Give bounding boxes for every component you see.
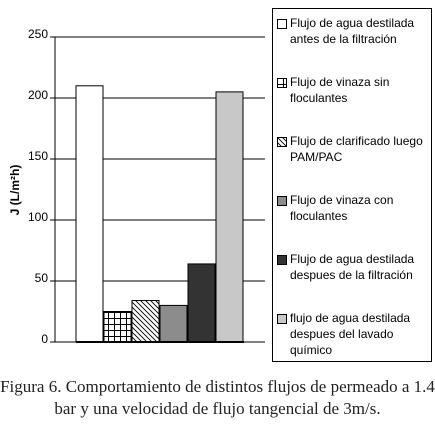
legend-item: Flujo de agua destilada despues de la fi… <box>277 251 431 283</box>
legend-item: Flujo de vinaza sin floculantes <box>277 74 431 106</box>
y-tick-label: 0 <box>41 332 48 346</box>
bar <box>103 311 132 343</box>
y-axis-label: J (L/m²h) <box>8 165 22 216</box>
legend-item: flujo de agua destilada despues del lava… <box>277 310 431 358</box>
legend-label: flujo de agua destilada despues del lava… <box>290 311 411 357</box>
legend-label: Flujo de clarificado luego PAM/PAC <box>290 134 423 164</box>
y-tick-label: 100 <box>28 210 48 224</box>
legend: Flujo de agua destilada antes de la filt… <box>272 8 432 362</box>
legend-swatch-box <box>277 137 287 147</box>
legend-swatch <box>277 314 287 324</box>
y-tick-label: 200 <box>28 88 48 102</box>
bar <box>215 91 244 343</box>
legend-swatch-box <box>277 19 287 29</box>
bar <box>75 85 104 343</box>
y-tick-label: 150 <box>28 149 48 163</box>
y-tick-label: 50 <box>35 271 49 285</box>
legend-swatch-box <box>277 255 287 265</box>
legend-swatch <box>277 19 287 29</box>
legend-swatch <box>277 255 287 265</box>
legend-item: Flujo de vinaza con floculantes <box>277 192 431 224</box>
legend-swatch-box <box>277 78 287 88</box>
legend-swatch <box>277 137 287 147</box>
legend-swatch-box <box>277 196 287 206</box>
y-tick-label: 250 <box>28 27 48 41</box>
legend-swatch-box <box>277 314 287 324</box>
legend-swatch <box>277 78 287 88</box>
legend-label: Flujo de vinaza sin floculantes <box>290 75 390 105</box>
bar <box>159 304 188 343</box>
bar <box>187 263 216 343</box>
legend-label: Flujo de agua destilada despues de la fi… <box>290 252 415 282</box>
caption: Figura 6. Comportamiento de distintos fl… <box>0 377 435 418</box>
legend-swatch <box>277 196 287 206</box>
legend-label: Flujo de agua destilada antes de la filt… <box>290 16 415 46</box>
bar <box>131 300 160 343</box>
chart: J (L/m²h) 0 50 100 150 200 250 <box>8 27 265 346</box>
legend-item: Flujo de clarificado luego PAM/PAC <box>277 133 431 165</box>
legend-label: Flujo de vinaza con floculantes <box>290 193 394 223</box>
legend-item: Flujo de agua destilada antes de la filt… <box>277 15 431 47</box>
